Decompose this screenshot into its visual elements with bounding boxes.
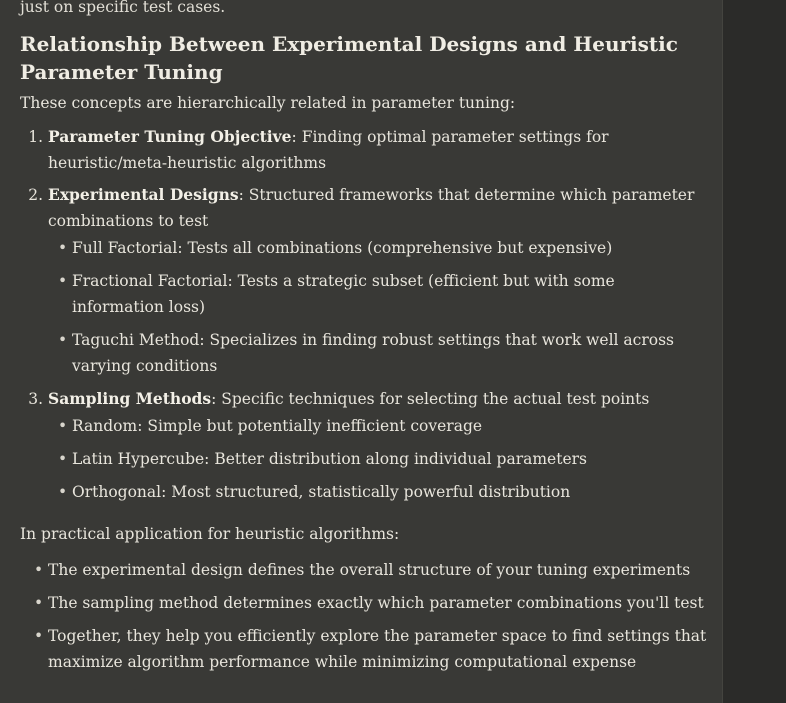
sub-item: Full Factorial: Tests all combinations (…	[58, 235, 710, 261]
practical-item: The sampling method determines exactly w…	[34, 590, 710, 616]
term: Parameter Tuning Objective	[48, 127, 292, 146]
practical-item: Together, they help you efficiently expl…	[34, 623, 710, 675]
description: : Structured frameworks that determine w…	[48, 186, 695, 230]
concept-list: Parameter Tuning Objective: Finding opti…	[20, 124, 710, 505]
practical-list: The experimental design defines the over…	[20, 557, 710, 675]
list-item-experimental-designs: Experimental Designs: Structured framewo…	[48, 182, 710, 379]
sub-item: Fractional Factorial: Tests a strategic …	[58, 268, 710, 320]
sub-item: Orthogonal: Most structured, statistical…	[58, 479, 710, 505]
description: : Finding optimal parameter settings for…	[48, 128, 609, 172]
practical-intro: In practical application for heuristic a…	[20, 525, 400, 543]
sub-item: Taguchi Method: Specializes in finding r…	[58, 327, 710, 379]
message-content: just on specific test cases. Relationshi…	[20, 0, 710, 682]
design-sublist: Full Factorial: Tests all combinations (…	[48, 235, 710, 379]
term: Experimental Designs	[48, 185, 239, 204]
list-item-sampling-methods: Sampling Methods: Specific techniques fo…	[48, 386, 710, 505]
truncated-paragraph: just on specific test cases.	[20, 0, 226, 16]
response-panel: just on specific test cases. Relationshi…	[0, 0, 723, 703]
sub-item: Random: Simple but potentially inefficie…	[58, 413, 710, 439]
practical-item: The experimental design defines the over…	[34, 557, 710, 583]
description: : Specific techniques for selecting the …	[211, 390, 650, 408]
sub-item: Latin Hypercube: Better distribution alo…	[58, 446, 710, 472]
intro-paragraph: These concepts are hierarchically relate…	[20, 94, 516, 112]
term: Sampling Methods	[48, 389, 212, 408]
list-item-objective: Parameter Tuning Objective: Finding opti…	[48, 124, 710, 176]
section-heading: Relationship Between Experimental Design…	[20, 32, 678, 84]
sampling-sublist: Random: Simple but potentially inefficie…	[48, 413, 710, 505]
